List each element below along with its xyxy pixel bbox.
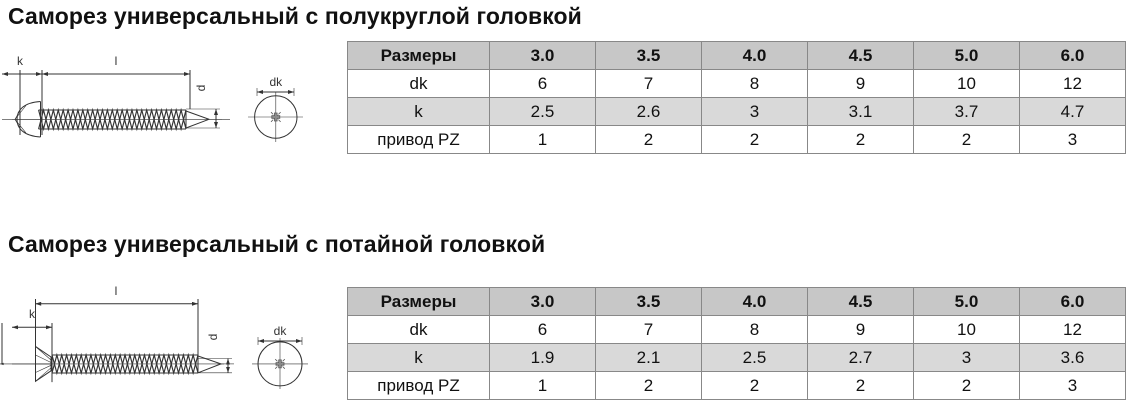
svg-text:d: d [194,85,208,92]
svg-text:l: l [115,284,118,298]
svg-text:k: k [29,307,36,321]
svg-text:d: d [206,334,220,341]
svg-text:dk: dk [274,324,288,338]
svg-text:k: k [17,54,24,68]
svg-text:l: l [115,54,118,68]
svg-text:dk: dk [269,75,283,89]
